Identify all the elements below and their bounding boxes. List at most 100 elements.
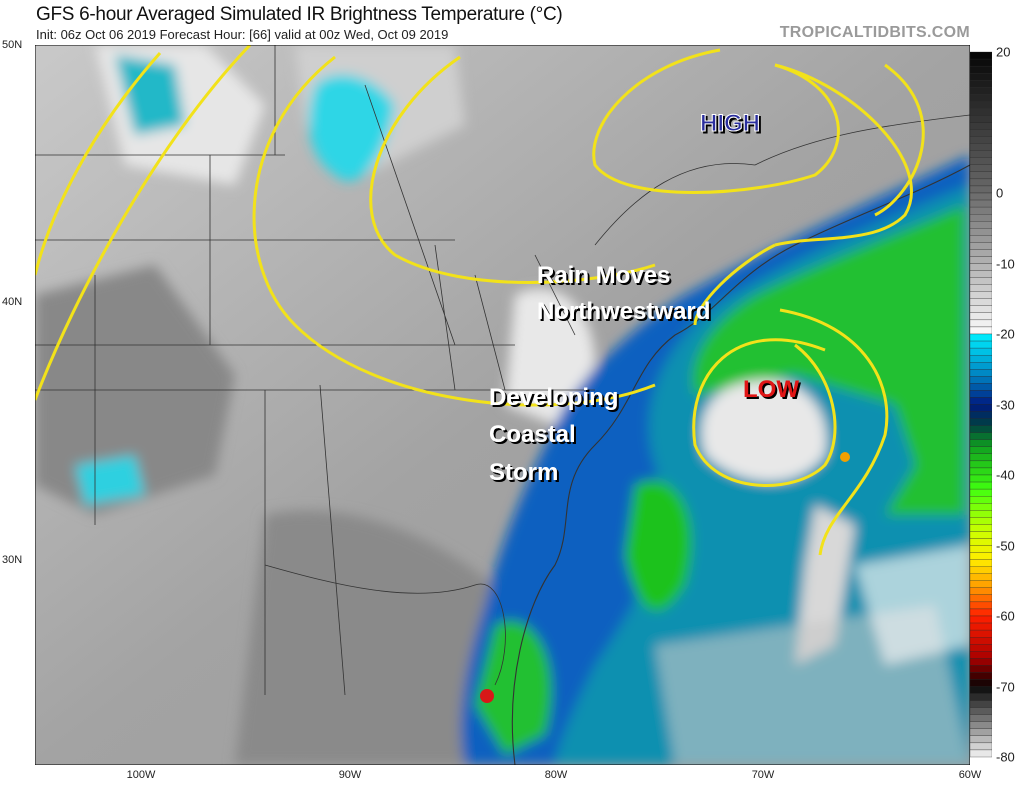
colorbar-swatch	[970, 707, 992, 715]
satellite-map: HIGH LOW Rain Moves Northwestward Develo…	[35, 45, 970, 765]
colorbar-tick-label: -30	[996, 397, 1015, 412]
colorbar-swatch	[970, 340, 992, 349]
colorbar-swatch	[970, 291, 992, 299]
colorbar-swatch	[970, 150, 992, 158]
colorbar-swatch	[970, 608, 992, 617]
colorbar-swatch	[970, 721, 992, 729]
map-title: GFS 6-hour Averaged Simulated IR Brightn…	[36, 4, 563, 25]
colorbar-swatch	[970, 270, 992, 278]
colorbar-swatch	[970, 495, 992, 504]
colorbar-swatch	[970, 185, 992, 194]
colorbar-swatch	[970, 221, 992, 229]
low-label: LOW	[743, 376, 799, 403]
colorbar-tick-label: -70	[996, 679, 1015, 694]
colorbar-swatch	[970, 672, 992, 680]
colorbar-swatch	[970, 474, 992, 483]
lon-label-80w: 80W	[544, 769, 568, 781]
colorbar-swatch	[970, 481, 992, 490]
colorbar-swatch	[970, 517, 992, 525]
colorbar-swatch	[970, 700, 992, 708]
colorbar-swatch	[970, 326, 992, 335]
colorbar-swatch	[970, 679, 992, 687]
cloud-field	[35, 45, 970, 765]
colorbar-swatch	[970, 573, 992, 581]
colorbar-tick-label: 0	[996, 185, 1004, 201]
colorbar-swatch	[970, 228, 992, 236]
colorbar-swatch	[970, 263, 992, 271]
colorbar-swatch	[970, 178, 992, 187]
colorbar-swatch	[970, 362, 992, 370]
colorbar-swatch	[970, 108, 992, 116]
colorbar-swatch	[970, 665, 992, 673]
colorbar-swatch	[970, 629, 992, 638]
colorbar-swatch	[970, 87, 992, 95]
colorbar-swatch	[970, 566, 992, 574]
colorbar-swatch	[970, 418, 992, 426]
colorbar-swatch	[970, 637, 992, 645]
boundaries	[35, 45, 970, 765]
colorbar-swatch	[970, 742, 992, 751]
colorbar-swatch	[970, 644, 992, 652]
colorbar-tick-label: 20	[996, 44, 1011, 60]
colorbar-swatch	[970, 157, 992, 165]
colorbar-swatch	[970, 347, 992, 356]
colorbar	[970, 51, 992, 758]
rain-annotation-line2: Northwestward	[537, 298, 710, 325]
colorbar-swatch	[970, 72, 992, 81]
colorbar-swatch	[970, 284, 992, 292]
colorbar-swatch	[970, 397, 992, 405]
colorbar-swatch	[970, 735, 992, 744]
colorbar-swatch	[970, 714, 992, 722]
colorbar-tick-label: -80	[996, 749, 1015, 765]
colorbar-swatch	[970, 277, 992, 285]
lat-label-50n: 50N	[2, 39, 23, 51]
colorbar-tick-label: -40	[996, 467, 1015, 483]
forecast-info: Init: 06z Oct 06 2019 Forecast Hour: [66…	[36, 27, 449, 42]
colorbar-tick-label: -10	[996, 256, 1015, 271]
colorbar-swatch	[970, 122, 992, 130]
colorbar-swatch	[970, 115, 992, 123]
colorbar-swatch	[970, 369, 992, 377]
colorbar-swatch	[970, 192, 992, 201]
colorbar-swatch	[970, 446, 992, 454]
colorbar-swatch	[970, 101, 992, 109]
lon-label-90w: 90W	[338, 769, 362, 781]
colorbar-swatch	[970, 531, 992, 539]
colorbar-tick-label: -60	[996, 608, 1015, 624]
colorbar-swatch	[970, 136, 992, 144]
colorbar-swatch	[970, 376, 992, 384]
colorbar-swatch	[970, 404, 992, 412]
colorbar-swatch	[970, 383, 992, 391]
lat-label-40n: 40N	[2, 296, 23, 308]
convective-core	[840, 452, 850, 462]
lon-label-70w: 70W	[751, 769, 775, 781]
colorbar-swatch	[970, 439, 992, 447]
colorbar-swatch	[970, 580, 992, 588]
colorbar-swatch	[970, 538, 992, 546]
colorbar-swatch	[970, 143, 992, 151]
high-label: HIGH	[700, 110, 760, 137]
colorbar-swatch	[970, 213, 992, 222]
storm-annotation-line3: Storm	[489, 459, 558, 486]
storm-annotation-line1: Developing	[489, 384, 618, 411]
lon-label-100w: 100W	[126, 769, 156, 781]
colorbar-swatch	[970, 390, 992, 398]
colorbar-swatch	[970, 411, 992, 419]
colorbar-swatch	[970, 749, 992, 758]
colorbar-swatch	[970, 432, 992, 440]
colorbar-tick-label: -20	[996, 326, 1015, 342]
colorbar-swatch	[970, 256, 992, 264]
colorbar-swatch	[970, 693, 992, 701]
colorbar-swatch	[970, 601, 992, 610]
colorbar-swatch	[970, 58, 992, 67]
colorbar-swatch	[970, 658, 992, 666]
colorbar-swatch	[970, 51, 992, 60]
colorbar-swatch	[970, 333, 992, 342]
colorbar-swatch	[970, 545, 992, 553]
colorbar-swatch	[970, 164, 992, 173]
colorbar-swatch	[970, 319, 992, 328]
convective-core	[480, 689, 494, 703]
colorbar-swatch	[970, 425, 992, 433]
colorbar-swatch	[970, 242, 992, 250]
colorbar-swatch	[970, 587, 992, 595]
